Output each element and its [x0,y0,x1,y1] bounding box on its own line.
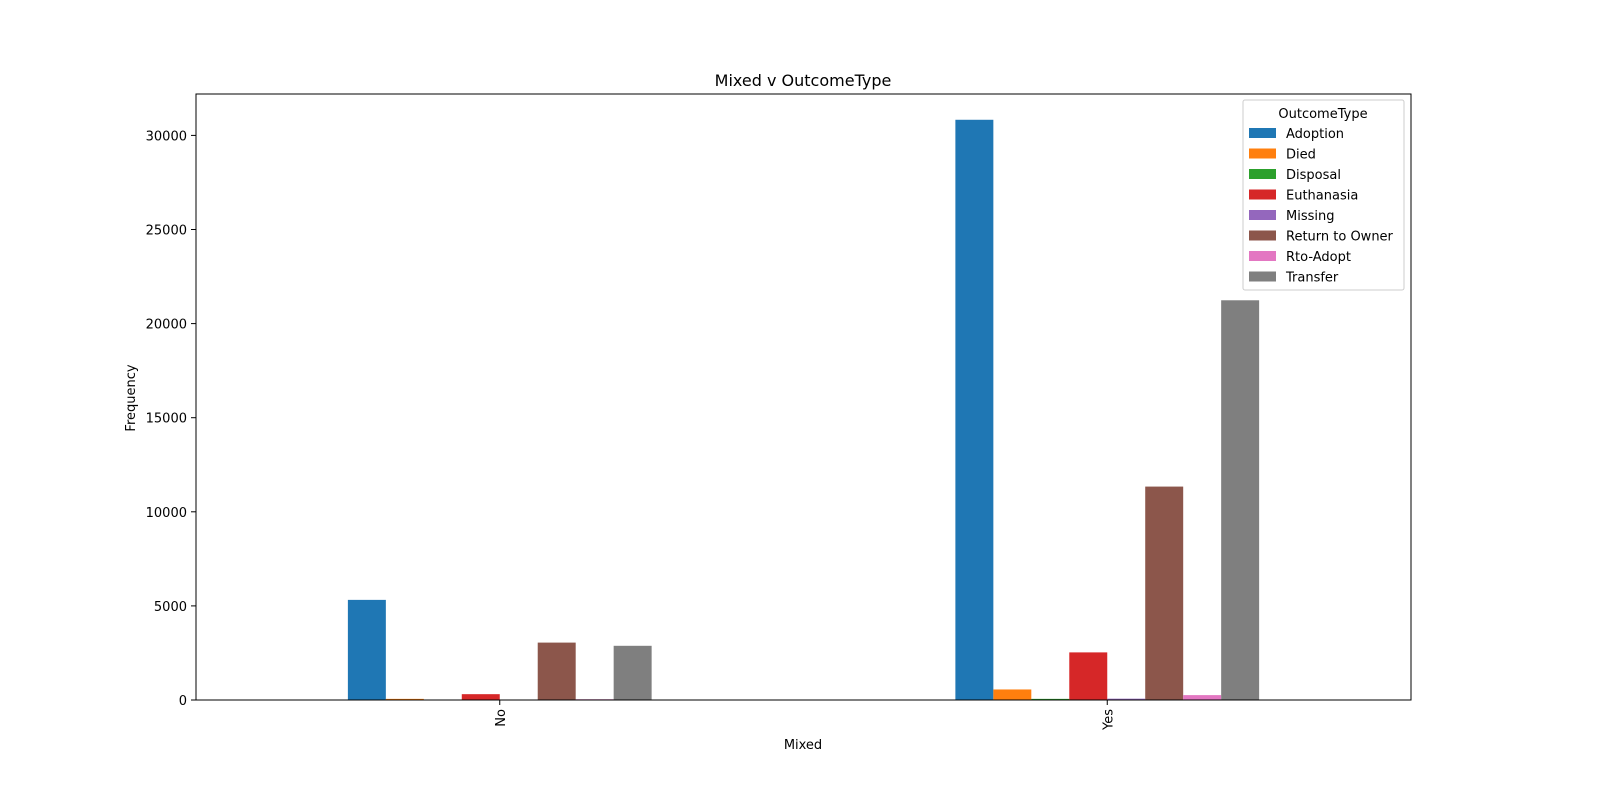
legend-label: Transfer [1285,271,1339,286]
bar [1107,698,1146,700]
bar [955,119,994,700]
legend-swatch [1249,169,1276,179]
y-tick-label: 10000 [146,506,187,521]
bar [1221,300,1260,700]
y-tick-label: 20000 [146,318,187,333]
legend-label: Rto-Adopt [1286,250,1351,265]
y-tick-label: 25000 [146,224,187,239]
legend-swatch [1249,128,1276,138]
legend-box [1242,99,1405,291]
legend-swatch [1249,271,1276,282]
y-tick-label: 15000 [146,412,187,427]
x-axis: No Yes [494,700,1116,731]
legend-title: OutcomeType [1278,107,1367,122]
legend-swatch [1249,148,1276,159]
bar [1031,698,1070,700]
y-tick-label: 0 [179,694,187,709]
bar [1069,652,1108,700]
bar [537,642,576,700]
legend-swatch [1249,230,1276,241]
bar [993,689,1032,700]
bar [385,698,424,700]
legend-label: Adoption [1286,127,1344,142]
legend: OutcomeType Adoption Died Disposal Euthanas… [1242,99,1405,291]
x-axis-label: Mixed [784,738,822,753]
legend-label: Missing [1286,209,1334,224]
x-tick-label: Yes [1101,709,1116,731]
legend-label: Disposal [1286,168,1341,183]
y-tick-label: 5000 [154,600,187,615]
bar [347,599,386,700]
legend-label: Return to Owner [1286,230,1394,245]
bar [1183,695,1222,700]
legend-label: Died [1286,148,1316,163]
legend-swatch [1249,189,1276,200]
y-axis-label: Frequency [124,364,139,431]
plot-frame [195,93,1412,701]
bar [1145,486,1184,700]
legend-swatch [1249,251,1276,261]
y-axis: 0 5000 10000 15000 20000 25000 30000 [146,129,196,709]
bar [613,645,652,700]
bars-layer [347,119,1260,700]
bar [461,694,500,700]
chart-title: Mixed v OutcomeType [715,71,892,90]
x-tick-label: No [494,709,509,727]
y-tick-label: 30000 [146,129,187,144]
legend-label: Euthanasia [1286,189,1358,204]
legend-entries: Adoption Died Disposal Euthanasia Missing Ret… [1249,127,1394,286]
legend-swatch [1249,210,1276,220]
